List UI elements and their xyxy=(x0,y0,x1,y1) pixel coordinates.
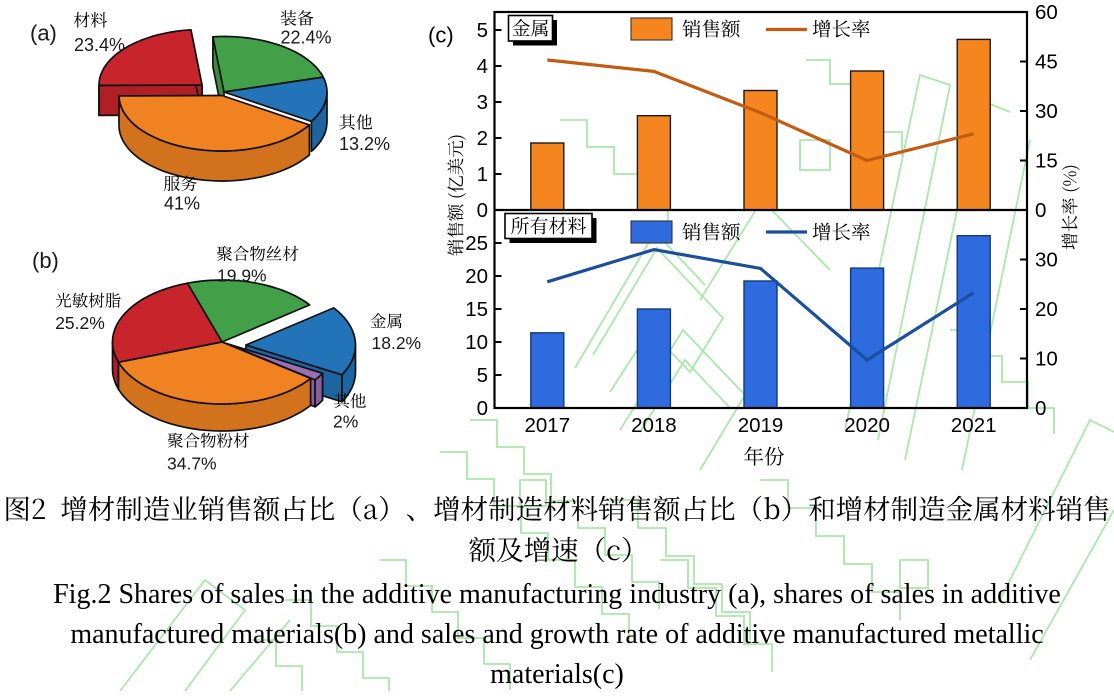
svg-text:0: 0 xyxy=(1035,397,1046,420)
svg-text:23.4%: 23.4% xyxy=(74,35,125,55)
svg-text:materials(c): materials(c) xyxy=(490,659,624,690)
svg-text:60: 60 xyxy=(1035,1,1058,24)
svg-text:Fig.2 Shares of sales in the a: Fig.2 Shares of sales in the additive ma… xyxy=(53,579,1061,610)
svg-text:15: 15 xyxy=(1035,150,1058,173)
svg-text:2018: 2018 xyxy=(631,414,677,437)
svg-text:22.4%: 22.4% xyxy=(281,27,332,47)
svg-text:2%: 2% xyxy=(333,412,358,432)
svg-text:34.7%: 34.7% xyxy=(167,454,217,474)
svg-text:(b): (b) xyxy=(32,248,59,273)
svg-text:1: 1 xyxy=(477,163,488,186)
svg-text:2019: 2019 xyxy=(738,414,784,437)
svg-text:18.2%: 18.2% xyxy=(372,333,422,353)
svg-text:5: 5 xyxy=(477,19,488,42)
svg-text:10: 10 xyxy=(465,331,488,354)
svg-text:30: 30 xyxy=(1035,100,1058,123)
svg-text:20: 20 xyxy=(465,265,488,288)
svg-text:41%: 41% xyxy=(164,194,200,214)
svg-text:2020: 2020 xyxy=(844,414,890,437)
svg-text:3: 3 xyxy=(477,91,488,114)
svg-text:13.2%: 13.2% xyxy=(339,134,390,154)
svg-text:2: 2 xyxy=(477,127,488,150)
svg-text:25.2%: 25.2% xyxy=(55,313,105,333)
svg-text:(a): (a) xyxy=(30,21,57,46)
svg-text:0: 0 xyxy=(1035,199,1046,222)
svg-text:20: 20 xyxy=(1035,298,1058,321)
svg-text:4: 4 xyxy=(477,55,488,78)
svg-text:30: 30 xyxy=(1035,249,1058,272)
svg-text:45: 45 xyxy=(1035,51,1058,74)
svg-text:5: 5 xyxy=(477,364,488,387)
svg-text:10: 10 xyxy=(1035,348,1058,371)
svg-text:manufactured materials(b) and: manufactured materials(b) and sales and … xyxy=(70,619,1043,650)
svg-text:0: 0 xyxy=(477,397,488,420)
svg-text:(c): (c) xyxy=(428,22,454,47)
svg-text:2017: 2017 xyxy=(524,414,570,437)
svg-text:0: 0 xyxy=(477,199,488,222)
svg-text:19.9%: 19.9% xyxy=(217,266,267,286)
svg-text:25: 25 xyxy=(465,232,488,255)
svg-text:2021: 2021 xyxy=(951,414,997,437)
svg-text:15: 15 xyxy=(465,298,488,321)
